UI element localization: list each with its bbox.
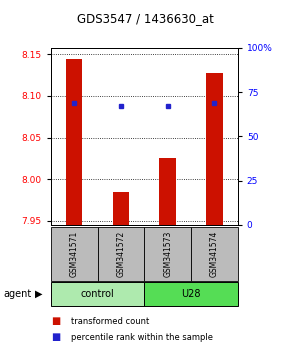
Text: GSM341571: GSM341571	[70, 231, 79, 277]
Bar	[144, 282, 238, 306]
Bar	[51, 227, 97, 281]
Text: percentile rank within the sample: percentile rank within the sample	[71, 332, 213, 342]
Text: GSM341574: GSM341574	[210, 231, 219, 277]
Text: control: control	[81, 289, 114, 299]
Bar	[51, 282, 144, 306]
Text: agent: agent	[3, 289, 31, 299]
Bar	[113, 192, 129, 225]
Text: transformed count: transformed count	[71, 317, 149, 326]
Text: GSM341573: GSM341573	[163, 231, 172, 277]
Bar	[160, 158, 176, 225]
Bar	[191, 227, 238, 281]
Text: ▶: ▶	[35, 289, 43, 299]
Text: ■: ■	[51, 332, 60, 342]
Bar	[206, 73, 223, 225]
Bar	[66, 59, 82, 225]
Text: GDS3547 / 1436630_at: GDS3547 / 1436630_at	[77, 12, 213, 25]
Bar	[97, 227, 144, 281]
Text: GSM341572: GSM341572	[116, 231, 125, 277]
Bar	[144, 227, 191, 281]
Text: ■: ■	[51, 316, 60, 326]
Text: U28: U28	[181, 289, 201, 299]
